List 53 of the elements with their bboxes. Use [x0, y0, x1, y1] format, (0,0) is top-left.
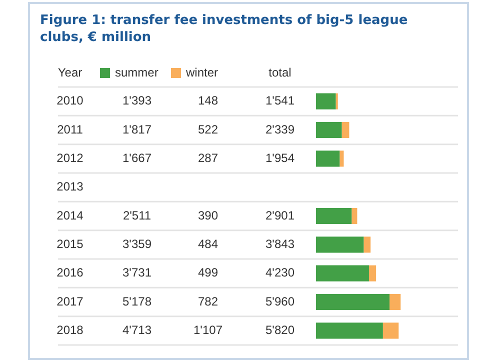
y-tick-label: 2016: [56, 266, 84, 280]
y-tick-label: 2018: [56, 322, 84, 337]
total-label: 2'339: [266, 122, 295, 136]
y-tick-label: 2011: [57, 122, 84, 136]
total-label: 4'230: [266, 266, 295, 280]
bar: [364, 236, 371, 253]
legend-label: winter: [185, 65, 218, 80]
data-label: 390: [198, 208, 218, 222]
data-label: 1'817: [122, 122, 152, 136]
data-label: 2'511: [122, 208, 152, 222]
bar: [316, 150, 340, 167]
bar: [352, 208, 358, 224]
data-label: 148: [198, 94, 218, 108]
bar: [342, 122, 350, 138]
text: total: [268, 65, 292, 80]
data-label: 4'713: [122, 322, 152, 337]
y-tick-label: 2012: [56, 150, 84, 165]
data-label: 499: [198, 266, 218, 280]
bar: [316, 265, 369, 282]
data-label: 1'107: [194, 322, 223, 337]
bar: [368, 265, 376, 282]
total-label: 5'820: [266, 322, 295, 337]
data-label: 5'178: [122, 294, 152, 308]
total-label: 3'843: [266, 236, 295, 251]
data-label: 3'731: [122, 266, 152, 280]
legend-label: summer: [115, 65, 158, 80]
chart-title: Figure 1: transfer fee investments of big-5 league clubs, € million: [40, 12, 409, 46]
bar: [382, 322, 399, 339]
data-label: 1'393: [122, 94, 152, 108]
bar: [316, 236, 364, 253]
total-label: 1'541: [266, 94, 295, 108]
data-label: 782: [198, 294, 218, 308]
data-label: 3'359: [122, 236, 152, 251]
legend-title: Year: [58, 65, 82, 80]
bar: [316, 93, 336, 110]
bar: [316, 208, 352, 224]
data-label: 522: [198, 122, 218, 136]
bar: [316, 322, 383, 339]
y-tick-label: 2017: [56, 294, 84, 308]
bar: [316, 122, 342, 138]
bar: [316, 294, 390, 310]
data-label: 287: [198, 150, 218, 165]
total-label: 2'901: [266, 208, 295, 222]
data-label: 1'667: [122, 150, 152, 165]
data-label: 484: [198, 236, 218, 251]
y-tick-label: 2013: [56, 180, 84, 194]
bar: [340, 150, 344, 167]
bar: [390, 294, 401, 310]
total-label: 1'954: [266, 150, 295, 165]
y-tick-label: 2010: [56, 94, 84, 108]
total-label: 5'960: [266, 294, 295, 308]
y-tick-label: 2015: [56, 236, 84, 251]
y-tick-label: 2014: [56, 208, 84, 222]
